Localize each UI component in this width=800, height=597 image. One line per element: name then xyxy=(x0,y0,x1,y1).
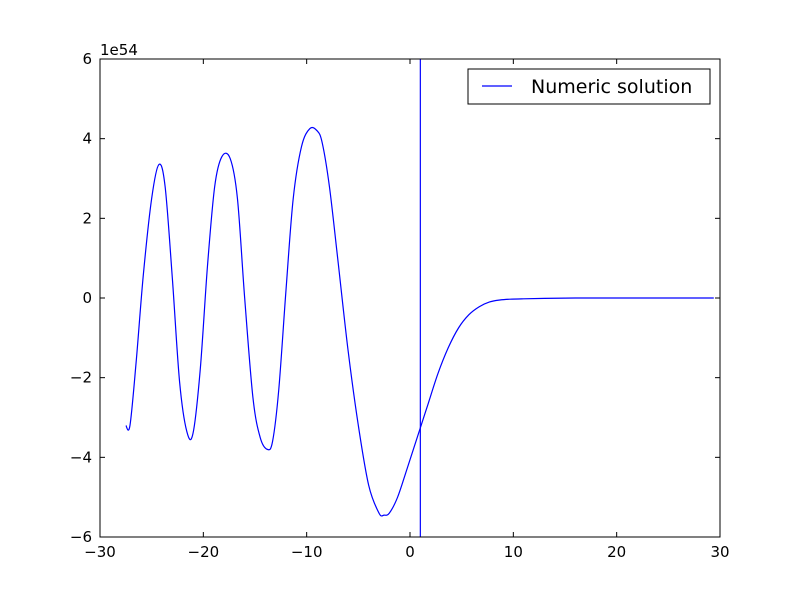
x-tick-label: −10 xyxy=(291,543,323,561)
y-tick-label: 4 xyxy=(82,130,92,148)
legend-label: Numeric solution xyxy=(531,76,692,98)
y-tick-label: 6 xyxy=(82,50,92,68)
x-tick-label: 20 xyxy=(607,543,626,561)
y-tick-label: −6 xyxy=(70,528,92,546)
y-tick-label: 0 xyxy=(82,289,92,307)
x-tick-label: −30 xyxy=(84,543,116,561)
y-axis-scale-factor: 1e54 xyxy=(100,41,138,59)
x-tick-label: 0 xyxy=(405,543,415,561)
data-layer xyxy=(125,59,714,537)
legend: Numeric solution xyxy=(467,68,711,105)
y-tick-label: 2 xyxy=(82,209,92,227)
y-tick-label: −2 xyxy=(70,369,92,387)
x-tick-label: 30 xyxy=(710,543,729,561)
y-tick-label: −4 xyxy=(70,448,92,466)
series-line-0 xyxy=(125,126,714,517)
x-tick-label: −20 xyxy=(188,543,220,561)
x-tick-label: 10 xyxy=(504,543,523,561)
